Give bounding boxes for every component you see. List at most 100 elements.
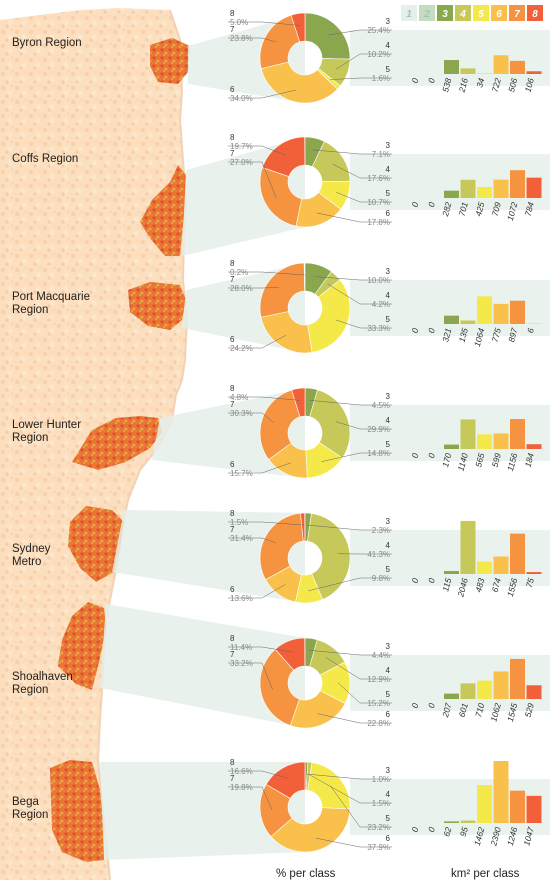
callout-percent-class-4: 10.2% xyxy=(367,50,390,59)
callout-class-6: 6 xyxy=(230,85,235,94)
bar-label-class-4: 601 xyxy=(457,702,470,719)
callout-class-5: 5 xyxy=(386,65,391,74)
bar-label-class-1: 0 xyxy=(410,826,421,833)
callout-percent-class-6: 37.9% xyxy=(367,843,390,852)
callout-percent-class-7: 19.8% xyxy=(230,783,253,792)
pie-slice-class-7 xyxy=(259,262,305,318)
bar-label-class-5: 425 xyxy=(473,201,486,218)
callout-line-class-4 xyxy=(332,163,392,179)
bar-class-8 xyxy=(526,572,542,574)
callout-class-6: 6 xyxy=(386,834,391,843)
callout-line-class-5 xyxy=(330,785,392,828)
legend-label-5: 5 xyxy=(478,9,484,20)
bar-class-8 xyxy=(526,444,542,449)
callout-class-6: 6 xyxy=(386,209,391,218)
callout-line-class-8 xyxy=(228,271,305,276)
bar-label-class-5: 1462 xyxy=(472,826,487,847)
bar-label-class-5: 1064 xyxy=(472,327,487,348)
bar-label-class-6: 722 xyxy=(490,77,503,94)
bar-label-class-5: 34 xyxy=(474,77,486,89)
callout-class-7: 7 xyxy=(230,400,235,409)
bar-class-3 xyxy=(444,190,459,198)
bar-label-class-3: 321 xyxy=(440,327,453,344)
bar-class-3 xyxy=(444,315,459,324)
bar-label-class-7: 506 xyxy=(506,77,519,94)
region-label-line: Metro xyxy=(12,556,41,568)
bar-class-4 xyxy=(460,520,476,574)
callout-line-class-5 xyxy=(321,452,392,462)
callout-class-6: 6 xyxy=(386,710,391,719)
region-label-line: Coffs Region xyxy=(12,153,78,165)
bar-class-3 xyxy=(444,693,459,699)
legend-swatch-7 xyxy=(509,5,525,21)
region-row-bega-region: Bega Region31.0%41.5%523.2%637.9%719.8%81… xyxy=(12,758,550,853)
connector-shoalhaven-region xyxy=(100,604,305,728)
callout-class-7: 7 xyxy=(230,525,235,534)
callout-percent-class-6: 15.7% xyxy=(230,469,253,478)
bar-caption: km² per class xyxy=(451,868,520,880)
bar-class-8 xyxy=(526,795,542,823)
callout-line-class-7 xyxy=(228,287,280,289)
callout-class-8: 8 xyxy=(230,9,235,18)
bar-label-class-2: 0 xyxy=(426,702,437,709)
legend-swatch-8 xyxy=(527,5,543,21)
bar-label-class-2: 0 xyxy=(426,826,437,833)
bar-class-4 xyxy=(460,419,476,449)
callout-line-class-6 xyxy=(316,212,392,223)
callout-class-7: 7 xyxy=(230,650,235,659)
bar-label-class-6: 775 xyxy=(490,327,503,344)
bar-class-6 xyxy=(493,179,509,198)
callout-percent-class-8: 0.2% xyxy=(230,268,248,277)
bar-class-5 xyxy=(477,296,492,324)
bar-class-5 xyxy=(477,186,492,198)
callout-percent-class-4: 1.5% xyxy=(372,799,390,808)
callout-class-6: 6 xyxy=(230,585,235,594)
region-label-line: Region xyxy=(12,684,48,696)
region-label-line: Lower Hunter xyxy=(12,419,81,431)
pie-slice-class-3 xyxy=(304,12,351,60)
bar-class-7 xyxy=(510,170,525,198)
callout-line-class-6 xyxy=(228,89,297,99)
bar-label-class-4: 701 xyxy=(457,201,470,218)
bar-label-class-1: 0 xyxy=(410,77,421,84)
callout-class-4: 4 xyxy=(386,165,391,174)
pie-slice-class-5 xyxy=(307,279,351,353)
bar-class-6 xyxy=(493,433,509,449)
map-region-shoalhaven xyxy=(58,602,106,690)
bar-class-7 xyxy=(510,790,525,823)
callout-line-class-5 xyxy=(336,192,392,203)
callout-line-class-8 xyxy=(228,21,300,26)
bar-label-class-8: 6 xyxy=(525,327,536,334)
callout-line-class-7 xyxy=(228,412,274,423)
callout-line-class-6 xyxy=(228,334,287,349)
callout-percent-class-7: 23.8% xyxy=(230,34,253,43)
bar-label-class-7: 1156 xyxy=(505,452,519,473)
pie-slice-class-8 xyxy=(262,136,306,177)
callout-line-class-3 xyxy=(312,149,392,155)
callout-percent-class-6: 24.2% xyxy=(230,344,253,353)
callout-percent-class-8: 16.6% xyxy=(230,767,253,776)
region-label-line: Sydney xyxy=(12,543,51,555)
pie-slice-class-8 xyxy=(303,262,306,292)
callout-line-class-7 xyxy=(228,37,277,43)
callout-line-class-5 xyxy=(308,577,392,592)
bar-class-8 xyxy=(526,685,542,699)
callout-line-class-5 xyxy=(337,682,392,704)
map-region-sydney xyxy=(68,506,124,582)
callout-line-class-7 xyxy=(228,161,277,199)
bar-label-class-2: 0 xyxy=(426,201,437,208)
callout-line-class-3 xyxy=(307,524,392,531)
callout-class-4: 4 xyxy=(386,790,391,799)
pie-slice-class-7 xyxy=(259,389,301,461)
bar-label-class-1: 0 xyxy=(410,201,421,208)
callout-class-6: 6 xyxy=(230,460,235,469)
region-label-line: Byron Region xyxy=(12,37,82,49)
callout-line-class-5 xyxy=(335,319,392,329)
bar-class-5 xyxy=(477,73,492,74)
callout-line-class-4 xyxy=(335,53,392,70)
pie-slice-class-8 xyxy=(300,512,306,542)
callout-percent-class-3: 10.0% xyxy=(367,276,390,285)
callout-line-class-8 xyxy=(228,521,304,526)
bar-class-3 xyxy=(444,571,459,574)
legend-swatch-1 xyxy=(401,5,417,21)
